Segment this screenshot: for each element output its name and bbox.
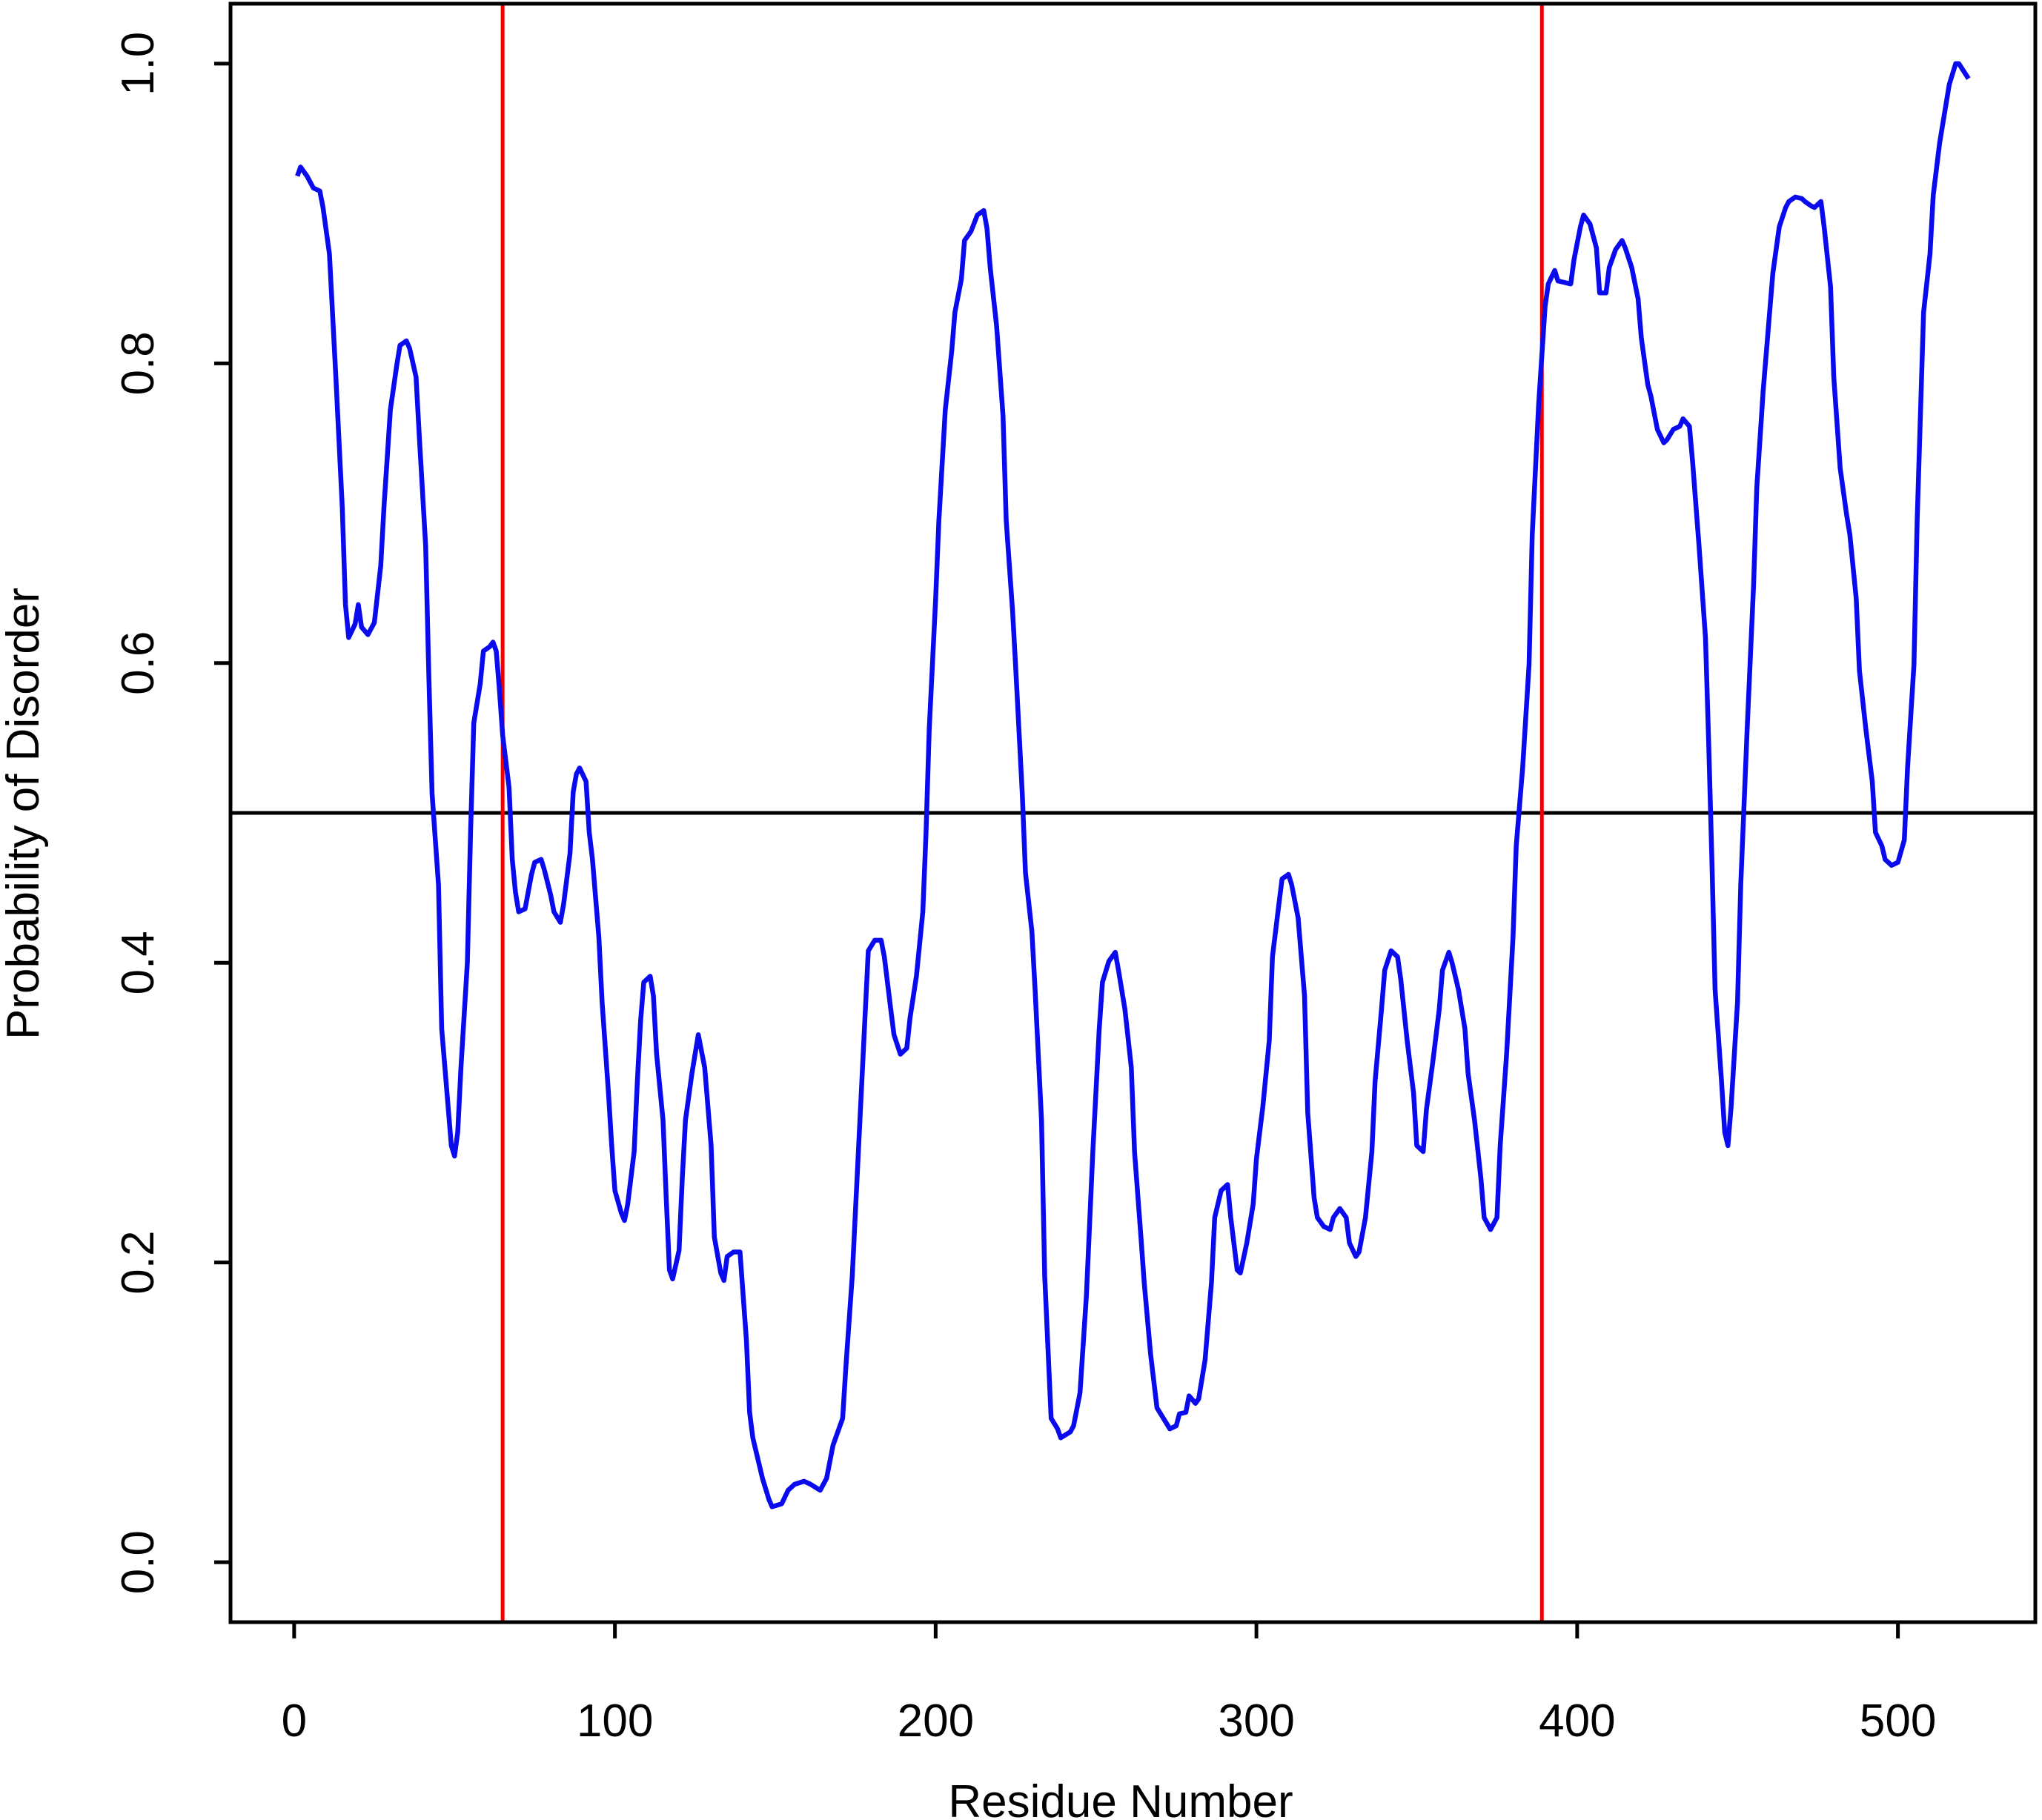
y-tick-label: 0.0 — [113, 1530, 164, 1594]
plot-frame — [228, 1, 2038, 1624]
y-tick-label: 0.8 — [113, 331, 164, 395]
y-tick-label: 0.6 — [113, 631, 164, 695]
x-tick-label: 0 — [282, 1696, 307, 1747]
x-tick-label: 400 — [1539, 1696, 1615, 1747]
disorder-line — [295, 61, 1971, 1510]
y-axis-label: Probability of Disorder — [0, 588, 49, 1040]
x-tick-label: 200 — [898, 1696, 974, 1747]
x-tick-label: 100 — [577, 1696, 653, 1747]
y-tick-label: 1.0 — [113, 32, 164, 96]
y-tick-label: 0.4 — [113, 931, 164, 994]
x-tick-label: 500 — [1860, 1696, 1936, 1747]
x-tick-label: 300 — [1218, 1696, 1294, 1747]
x-axis-label: Residue Number — [948, 1776, 1293, 1820]
y-tick-label: 0.2 — [113, 1231, 164, 1295]
